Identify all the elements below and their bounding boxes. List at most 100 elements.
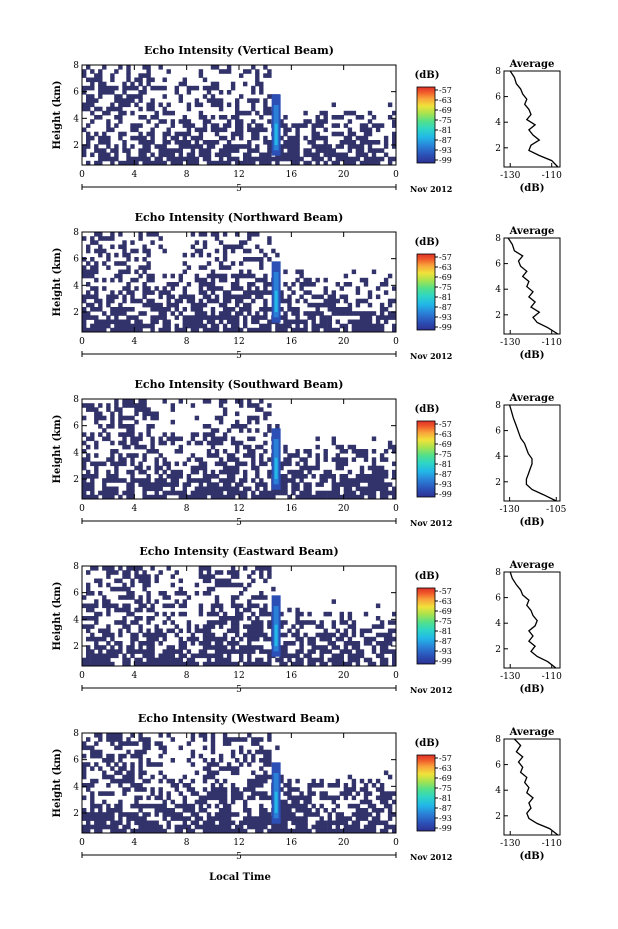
heatmap-cell — [98, 591, 103, 596]
x-tick-label: 16 — [286, 170, 298, 180]
heatmap-cell — [122, 444, 127, 450]
heatmap-cell — [351, 787, 357, 792]
heatmap-cell — [110, 127, 115, 133]
heatmap-cell — [392, 469, 397, 475]
heatmap-cell — [194, 240, 200, 245]
heatmap-cell — [387, 490, 393, 496]
heatmap-cell — [367, 812, 373, 817]
heatmap-cell — [283, 156, 288, 162]
heatmap-cell — [307, 486, 312, 492]
heatmap-cell — [126, 645, 131, 650]
heatmap-cell — [299, 469, 304, 475]
heatmap-cell — [363, 799, 369, 805]
heatmap-cell — [86, 282, 91, 287]
heatmap-cell — [214, 323, 220, 329]
colorbar-tick-label: -81 — [439, 460, 452, 469]
heatmap-cell — [319, 135, 324, 141]
heatmap-cell — [315, 494, 320, 500]
heatmap-cell — [138, 152, 143, 158]
heatmap-cell — [351, 444, 357, 450]
profile-x-tick-label: -110 — [542, 338, 562, 348]
heatmap-cell — [210, 290, 216, 295]
heatmap-cell — [102, 436, 107, 442]
heatmap-cell — [343, 482, 349, 487]
heatmap-cell — [331, 599, 336, 604]
heatmap-cell — [98, 816, 103, 821]
heatmap-cell — [106, 403, 111, 408]
heatmap-cell — [331, 152, 336, 158]
heatmap-cell — [367, 302, 373, 308]
heatmap-cell — [146, 582, 151, 588]
heatmap-cell — [375, 486, 381, 492]
heatmap-cell — [166, 657, 171, 663]
heatmap-cell — [379, 820, 385, 826]
heatmap-cell — [239, 603, 244, 609]
heatmap-cell — [122, 432, 127, 437]
heatmap-cell — [267, 327, 272, 333]
heatmap-cell — [371, 661, 377, 667]
heatmap-cell — [347, 816, 353, 821]
heatmap-cell — [158, 741, 163, 746]
heatmap-cell — [239, 244, 244, 250]
heatmap-cell — [162, 611, 167, 617]
profile-title: Average — [509, 560, 555, 571]
heatmap-cell — [118, 478, 123, 483]
heatmap-cell — [226, 474, 232, 479]
x-tick-label: 16 — [286, 671, 298, 681]
heatmap-cell — [263, 778, 268, 784]
heatmap-cell — [198, 440, 204, 446]
heatmap-cell — [359, 323, 365, 329]
x-tick-label: 8 — [184, 671, 190, 681]
heatmap-cell — [90, 783, 95, 788]
heatmap-cell — [146, 77, 151, 83]
heatmap-cell — [102, 791, 107, 796]
heatmap-cell — [347, 482, 353, 487]
heatmap-cell — [134, 135, 139, 141]
heatmap-cell — [94, 444, 99, 450]
heatmap-cell — [222, 123, 228, 128]
heatmap-cell — [82, 327, 87, 333]
heatmap-cell — [82, 783, 87, 788]
heatmap-cell — [351, 624, 357, 629]
heatmap-cell — [90, 474, 95, 479]
heatmap-cell — [110, 603, 115, 609]
heatmap-cell — [255, 595, 260, 600]
heatmap-cell — [126, 160, 131, 166]
heatmap-cell — [359, 140, 365, 145]
heatmap-cell — [291, 307, 296, 312]
heatmap-cell — [138, 774, 143, 780]
heatmap-cell — [247, 257, 252, 262]
heatmap-cell — [267, 428, 272, 433]
heatmap-cell — [186, 131, 192, 137]
heatmap-cell — [347, 319, 353, 325]
heatmap-cell — [110, 741, 115, 746]
heatmap-cell — [367, 465, 373, 471]
heatmap-cell — [295, 461, 300, 467]
heatmap-cell — [206, 98, 212, 103]
heatmap-cell — [182, 653, 187, 659]
heatmap-cell — [339, 482, 344, 487]
heatmap-cell — [307, 661, 312, 667]
heatmap-cell — [323, 632, 328, 638]
heatmap-cell — [327, 649, 332, 654]
heatmap-cell — [259, 152, 264, 158]
heatmap-cell — [255, 791, 260, 796]
heatmap-cell — [90, 273, 95, 279]
heatmap-cell — [162, 490, 167, 496]
colorbar-tick-label: -63 — [439, 263, 452, 272]
heatmap-cell — [130, 298, 135, 304]
heatmap-cell — [206, 611, 212, 617]
heatmap-cell — [150, 307, 155, 312]
heatmap-cell — [218, 657, 224, 663]
heatmap-cell — [206, 156, 212, 162]
heatmap-cell — [331, 641, 336, 646]
heatmap-cell — [170, 302, 175, 308]
heatmap-cell — [170, 783, 175, 788]
heatmap-cell — [239, 273, 244, 279]
heatmap-cell — [162, 286, 167, 291]
heatmap-cell — [186, 808, 192, 813]
heatmap-cell — [146, 273, 151, 279]
heatmap-cell — [106, 632, 111, 638]
heatmap-cell — [331, 620, 336, 625]
heatmap-cell — [339, 465, 344, 471]
